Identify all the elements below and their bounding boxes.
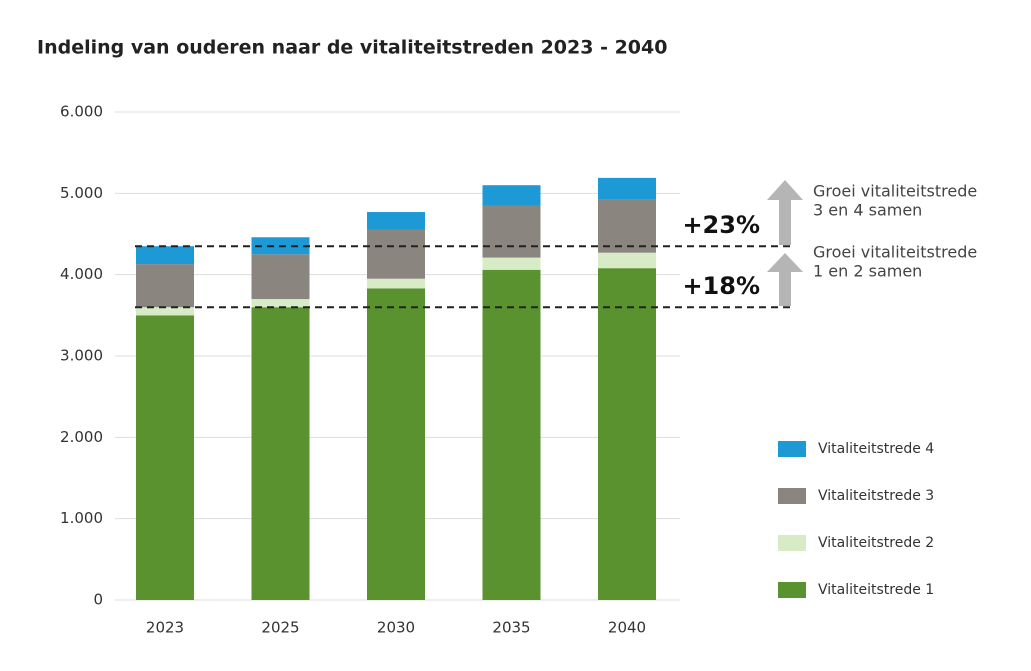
- y-tick-label: 4.000: [60, 265, 103, 283]
- x-tick-label: 2025: [261, 619, 299, 637]
- y-tick-label: 6.000: [60, 103, 103, 121]
- bar-segment: [136, 307, 194, 316]
- legend-swatch: [778, 582, 806, 598]
- x-tick-label: 2030: [377, 619, 415, 637]
- legend-swatch: [778, 535, 806, 551]
- annotation-text: Groei vitaliteitstrede: [813, 243, 977, 262]
- bar-segment: [482, 205, 541, 258]
- bar-segment: [367, 229, 425, 279]
- y-tick-label: 5.000: [60, 184, 103, 202]
- x-tick-label: 2040: [608, 619, 646, 637]
- bar-segment: [251, 254, 310, 300]
- annotation-text: Groei vitaliteitstrede: [813, 182, 977, 201]
- bar-segment: [251, 307, 310, 600]
- y-tick-label: 1.000: [60, 509, 103, 527]
- legend-swatch: [778, 441, 806, 457]
- bar-segment: [598, 199, 656, 253]
- legend-label: Vitaliteitstrede 3: [818, 488, 934, 504]
- bar-segment: [598, 268, 656, 600]
- bar-segment: [598, 177, 656, 200]
- bar-segment: [136, 264, 194, 308]
- y-tick-label: 2.000: [60, 428, 103, 446]
- chart-title: Indeling van ouderen naar de vitaliteits…: [37, 37, 667, 59]
- bar-segment: [136, 246, 194, 265]
- bar-segment: [482, 185, 541, 206]
- legend-label: Vitaliteitstrede 1: [818, 582, 934, 598]
- bar-segment: [367, 212, 425, 230]
- annotation-text: 1 en 2 samen: [813, 262, 922, 281]
- bar-segment: [136, 315, 194, 600]
- bar-segment: [251, 299, 310, 308]
- legend-swatch: [778, 488, 806, 504]
- annotation-label: +23%: [682, 211, 760, 239]
- bar-segment: [367, 278, 425, 289]
- legend-label: Vitaliteitstrede 2: [818, 535, 934, 551]
- bar-segment: [482, 257, 541, 270]
- annotation-text: 3 en 4 samen: [813, 201, 922, 220]
- x-tick-label: 2035: [492, 619, 530, 637]
- x-tick-label: 2023: [146, 619, 184, 637]
- arrow: [767, 180, 803, 306]
- bar-segment: [598, 252, 656, 269]
- annotation-label: +18%: [682, 272, 760, 300]
- y-tick-label: 0: [93, 591, 103, 609]
- bar-segment: [367, 288, 425, 600]
- legend-label: Vitaliteitstrede 4: [818, 441, 934, 457]
- y-tick-label: 3.000: [60, 347, 103, 365]
- bar-segment: [482, 269, 541, 600]
